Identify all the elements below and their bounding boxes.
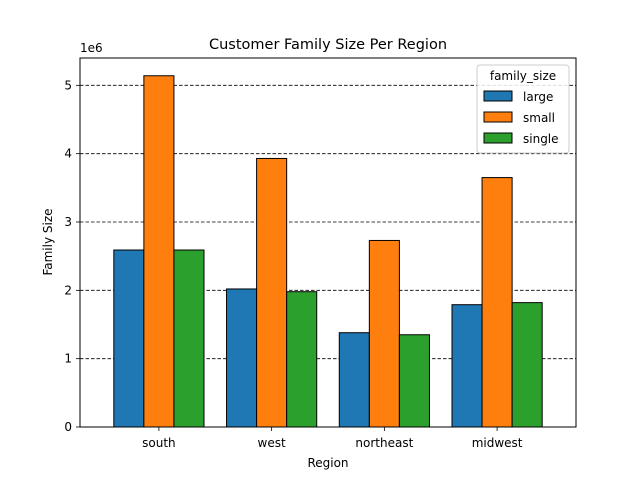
legend-title: family_size <box>490 69 556 83</box>
x-axis: south west northeast midwest <box>142 427 523 450</box>
plot-frame <box>79 57 577 428</box>
bar-single-west <box>286 291 318 428</box>
y-tick-label: 5 <box>64 78 72 92</box>
x-tick-label: south <box>142 436 176 450</box>
bar-large-midwest <box>451 304 483 428</box>
legend-label-single: single <box>523 132 559 146</box>
bar-small-west <box>256 157 288 428</box>
y-tick-label: 3 <box>64 215 72 229</box>
bar-large-west <box>226 288 258 428</box>
x-tick-label: west <box>258 436 286 450</box>
legend-swatch-large <box>483 90 513 102</box>
bar-single-midwest <box>511 302 543 428</box>
y-tick-label: 2 <box>64 283 72 297</box>
legend-box <box>476 64 570 154</box>
y-tick-label: 4 <box>64 147 72 161</box>
legend-label-small: small <box>523 111 555 125</box>
legend-swatch-small <box>483 111 513 123</box>
y-axis: 0 1 2 3 4 5 <box>64 78 80 434</box>
y-axis-label: Family Size <box>41 208 55 275</box>
legend-label-large: large <box>523 90 553 104</box>
bar-single-northeast <box>398 334 430 428</box>
y-tick-label: 0 <box>64 420 72 434</box>
y-offset-label: 1e6 <box>80 41 103 55</box>
bars-group <box>113 75 543 428</box>
bar-large-northeast <box>338 332 370 428</box>
bar-small-south <box>143 75 175 428</box>
legend-swatch-single <box>483 132 513 144</box>
x-axis-label: Region <box>307 456 348 470</box>
x-tick-label: northeast <box>355 436 413 450</box>
bar-single-south <box>173 249 205 428</box>
bar-small-midwest <box>481 177 513 428</box>
x-tick-label: midwest <box>472 436 523 450</box>
y-tick-label: 1 <box>64 352 72 366</box>
bar-large-south <box>113 249 145 428</box>
chart-title: Customer Family Size Per Region <box>209 37 447 53</box>
bar-small-northeast <box>368 239 400 428</box>
